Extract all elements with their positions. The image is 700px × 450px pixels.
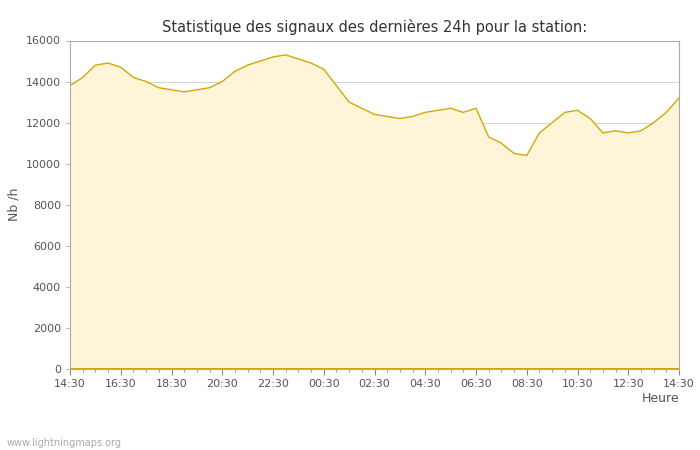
Y-axis label: Nb /h: Nb /h	[7, 188, 20, 221]
Title: Statistique des signaux des dernières 24h pour la station:: Statistique des signaux des dernières 24…	[162, 19, 587, 35]
Legend: Moyenne des signaux par station, Signaux de: Moyenne des signaux par station, Signaux…	[195, 446, 554, 450]
Text: www.lightningmaps.org: www.lightningmaps.org	[7, 438, 122, 448]
X-axis label: Heure: Heure	[641, 392, 679, 405]
